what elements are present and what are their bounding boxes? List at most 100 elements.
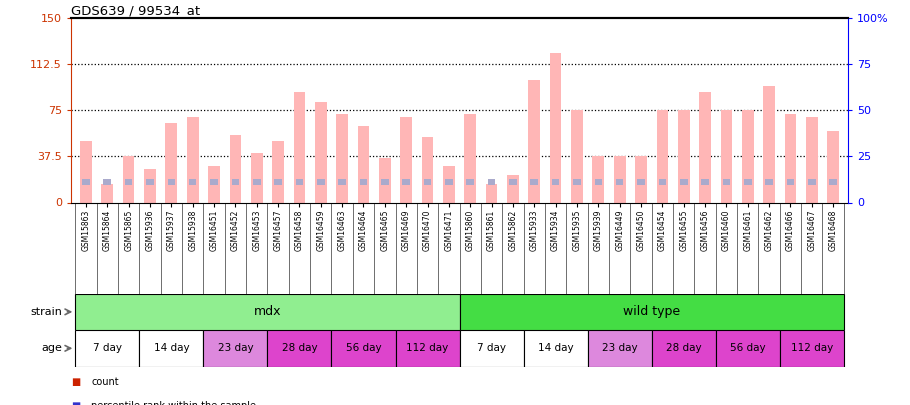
Bar: [460, 294, 844, 330]
Bar: [699, 92, 711, 202]
Bar: [189, 179, 197, 185]
Bar: [167, 179, 175, 185]
Text: 7 day: 7 day: [93, 343, 122, 353]
Text: 56 day: 56 day: [346, 343, 381, 353]
Bar: [784, 114, 796, 202]
Bar: [827, 131, 839, 202]
Bar: [101, 184, 113, 202]
Bar: [294, 92, 305, 202]
Bar: [659, 179, 666, 185]
Text: 23 day: 23 day: [602, 343, 638, 353]
Bar: [652, 330, 716, 367]
Bar: [742, 111, 753, 202]
Bar: [488, 179, 495, 185]
Bar: [723, 179, 730, 185]
Bar: [680, 179, 688, 185]
Bar: [550, 53, 561, 202]
Bar: [594, 179, 602, 185]
Bar: [765, 179, 773, 185]
Bar: [379, 158, 390, 202]
Bar: [421, 137, 433, 202]
Bar: [721, 111, 733, 202]
Text: mdx: mdx: [254, 305, 281, 318]
Bar: [331, 330, 396, 367]
Text: strain: strain: [31, 307, 63, 317]
Bar: [460, 330, 523, 367]
Bar: [529, 80, 541, 202]
Bar: [208, 166, 220, 202]
Bar: [339, 179, 346, 185]
Bar: [76, 330, 139, 367]
Bar: [274, 179, 282, 185]
Text: 14 day: 14 day: [538, 343, 573, 353]
Bar: [573, 179, 581, 185]
Text: 28 day: 28 day: [281, 343, 318, 353]
Bar: [614, 156, 625, 202]
Text: 112 day: 112 day: [791, 343, 833, 353]
Bar: [509, 179, 517, 185]
Bar: [635, 156, 647, 202]
Text: GDS639 / 99534_at: GDS639 / 99534_at: [71, 4, 200, 17]
Bar: [467, 179, 474, 185]
Bar: [702, 179, 709, 185]
Bar: [716, 330, 780, 367]
Bar: [315, 102, 327, 202]
Bar: [76, 294, 460, 330]
Bar: [253, 179, 260, 185]
Bar: [507, 175, 519, 202]
Text: 23 day: 23 day: [217, 343, 253, 353]
Bar: [317, 179, 325, 185]
Bar: [268, 330, 331, 367]
Bar: [187, 117, 198, 202]
Bar: [231, 179, 239, 185]
Bar: [337, 114, 348, 202]
Bar: [637, 179, 645, 185]
Bar: [571, 111, 582, 202]
Bar: [786, 179, 794, 185]
Bar: [82, 179, 90, 185]
Bar: [531, 179, 538, 185]
Bar: [402, 179, 410, 185]
Text: ■: ■: [71, 401, 80, 405]
Bar: [616, 179, 623, 185]
Text: 56 day: 56 day: [730, 343, 765, 353]
Bar: [229, 135, 241, 202]
Bar: [251, 153, 263, 202]
Text: ■: ■: [71, 377, 80, 387]
Text: 14 day: 14 day: [154, 343, 189, 353]
Text: wild type: wild type: [623, 305, 681, 318]
Text: 28 day: 28 day: [666, 343, 702, 353]
Bar: [166, 123, 177, 202]
Bar: [296, 179, 303, 185]
Bar: [80, 141, 92, 202]
Bar: [744, 179, 752, 185]
Bar: [588, 330, 652, 367]
Bar: [144, 169, 156, 202]
Bar: [806, 117, 818, 202]
Bar: [358, 126, 369, 202]
Bar: [104, 179, 111, 185]
Bar: [523, 330, 588, 367]
Bar: [272, 141, 284, 202]
Bar: [123, 156, 135, 202]
Bar: [808, 179, 815, 185]
Bar: [139, 330, 203, 367]
Text: 112 day: 112 day: [407, 343, 449, 353]
Bar: [486, 184, 498, 202]
Bar: [445, 179, 452, 185]
Bar: [396, 330, 460, 367]
Bar: [780, 330, 844, 367]
Bar: [592, 156, 604, 202]
Bar: [829, 179, 837, 185]
Bar: [678, 111, 690, 202]
Bar: [125, 179, 133, 185]
Bar: [443, 166, 455, 202]
Text: count: count: [91, 377, 118, 387]
Bar: [763, 86, 775, 202]
Bar: [381, 179, 389, 185]
Bar: [210, 179, 217, 185]
Bar: [656, 111, 668, 202]
Bar: [424, 179, 431, 185]
Text: age: age: [42, 343, 63, 353]
Bar: [464, 114, 476, 202]
